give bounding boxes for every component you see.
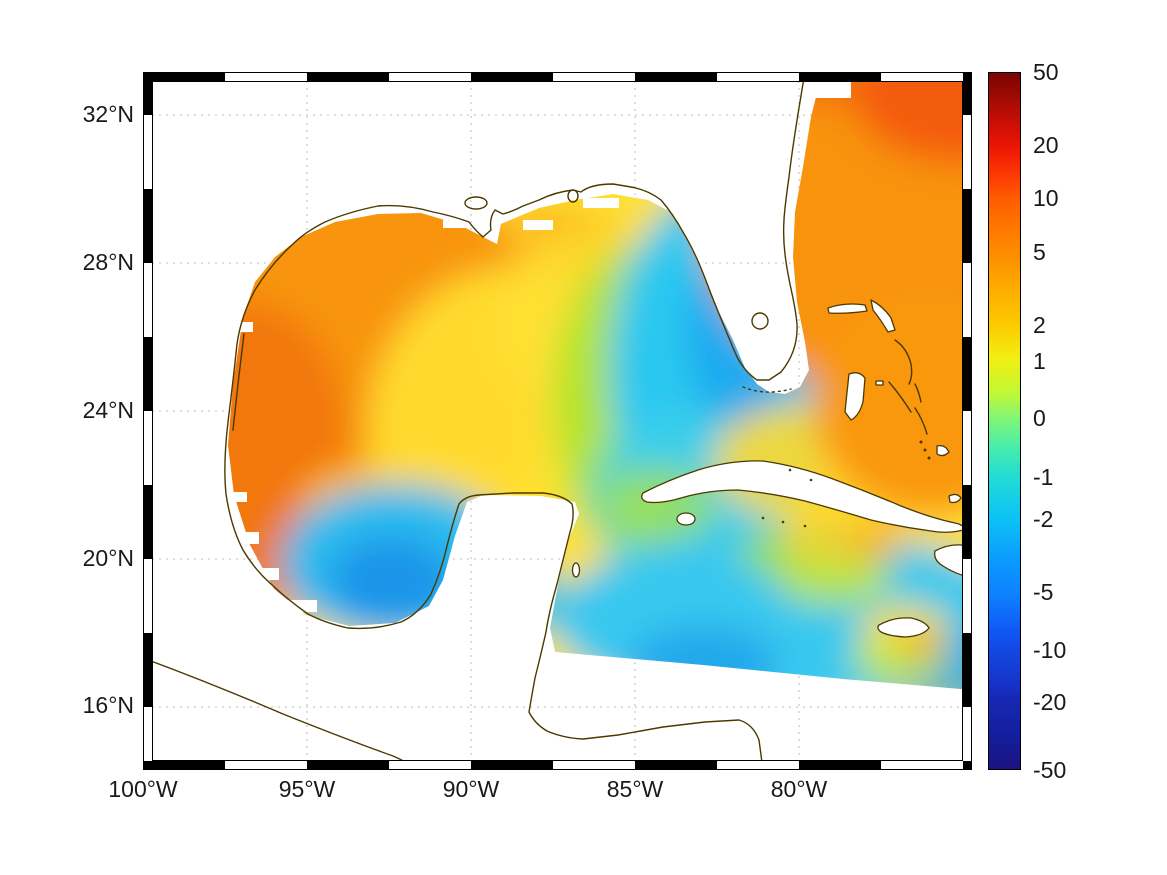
- grand-bahama: [827, 303, 868, 314]
- colorbar-tick-label: -2: [1033, 506, 1054, 532]
- map-canvas: [143, 72, 972, 770]
- x-axis-tick-label: 95°W: [278, 776, 336, 802]
- long-island: [914, 407, 928, 435]
- y-axis-tick-label: 32°N: [82, 101, 134, 127]
- pacific-coast: [143, 657, 420, 770]
- colorbar-tick-label: -5: [1033, 579, 1054, 605]
- new-providence: [875, 380, 884, 386]
- colorbar-tick-label: 0: [1033, 405, 1046, 431]
- colorbar-gradient: [988, 72, 1021, 770]
- andros: [844, 372, 866, 421]
- exuma-chain: [888, 381, 912, 413]
- colorbar-tick-label: -20: [1033, 689, 1067, 715]
- cat-island: [914, 383, 922, 403]
- florida-keys: [742, 386, 792, 393]
- colorbar-tick-label: 20: [1033, 132, 1059, 158]
- y-axis-tick-label: 20°N: [82, 545, 134, 571]
- cuba: [641, 460, 964, 533]
- abaco: [870, 299, 896, 333]
- lake-pontchartrain: [464, 196, 488, 210]
- map-frame: [143, 72, 972, 770]
- cozumel: [571, 562, 581, 578]
- colorbar-tick-label: 1: [1033, 348, 1046, 374]
- colorbar-tick-label: 5: [1033, 239, 1046, 265]
- y-axis-tick-label: 16°N: [82, 692, 134, 718]
- colorbar-tick-label: 10: [1033, 185, 1059, 211]
- texas-lagoon: [232, 333, 245, 431]
- x-axis-tick-label: 85°W: [606, 776, 664, 802]
- x-axis-tick-label: 80°W: [770, 776, 828, 802]
- eleuthera: [894, 339, 913, 385]
- colorbar-tick-label: -1: [1033, 464, 1054, 490]
- colorbar-tick-label: -50: [1033, 757, 1067, 783]
- colorbar-tick-label: -10: [1033, 637, 1067, 663]
- isle-of-youth: [676, 512, 696, 526]
- y-axis-tick-label: 24°N: [82, 397, 134, 423]
- jamaica: [877, 617, 930, 638]
- us-mexico-central-america-coast: [224, 72, 806, 770]
- colorbar-tick-label: 2: [1033, 312, 1046, 338]
- anomaly-field: [228, 72, 972, 690]
- great-inagua: [948, 493, 962, 504]
- colorbar-tick-label: 50: [1033, 59, 1059, 85]
- x-axis-tick-label: 100°W: [108, 776, 178, 802]
- x-axis-tick-label: 90°W: [442, 776, 500, 802]
- lake-okeechobee: [751, 312, 769, 330]
- crooked-island: [936, 444, 950, 457]
- y-axis-tick-label: 28°N: [82, 249, 134, 275]
- mobile-bay: [567, 189, 579, 203]
